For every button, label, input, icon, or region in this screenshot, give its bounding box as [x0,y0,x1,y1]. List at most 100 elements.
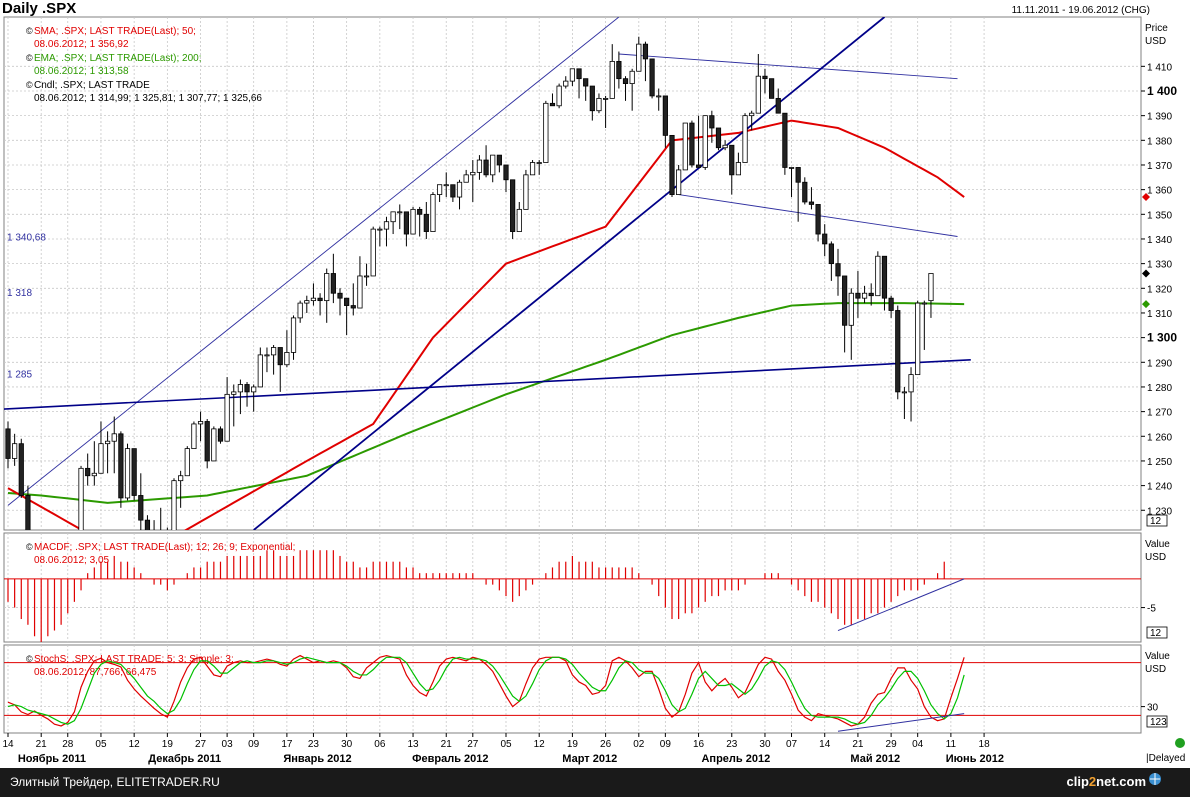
chart-svg[interactable]: 1 230 1 240 1 250 1 260 1 270 1 280 1 290 1 300… [0,0,1190,768]
x-tick-label: 30 [759,739,771,750]
footer-bar: Элитный Трейдер, ELITETRADER.RU clip2net… [0,768,1190,797]
candle-body [284,352,290,366]
legend-line: StochS; .SPX; LAST TRADE; 5; 3; Simple; … [34,654,234,665]
candle-body [549,102,556,107]
x-tick-label: 13 [407,739,419,750]
x-tick-label: 09 [248,739,260,750]
legend-marker-icon: © [26,654,33,664]
candle-body [25,495,31,530]
candle-body [529,162,536,176]
candle-body [171,480,177,530]
legend-value: 08.06.2012; 3,05 [34,555,110,566]
candle-body [888,297,894,311]
axis-badge-box [1146,626,1168,639]
candle-body [277,347,283,366]
candle-body [722,144,728,149]
candle-body [622,78,629,84]
candle-body [702,115,708,168]
candle-body [629,70,635,84]
y-tick-label: 1 380 [1147,136,1172,147]
candle-body [98,443,104,474]
y-tick-label: 1 240 [1147,482,1172,493]
candle-body [669,134,675,195]
candle-body [755,75,761,114]
candle-body [178,475,184,482]
last-value-marker [1142,300,1150,309]
candle-body [749,112,755,117]
x-tick-label: 23 [726,739,738,750]
candle-body [576,68,582,80]
x-tick-label: 14 [819,739,831,750]
ema200-line [7,302,965,504]
candle-body [855,292,861,299]
candle-body [802,181,808,203]
candle-body [543,102,549,163]
trend-line [7,17,620,506]
candle-body [463,174,469,183]
candle-body [383,221,390,230]
candle-body [875,255,881,297]
candle-body [410,208,416,235]
candle-body [12,443,18,459]
candle-body [842,275,848,326]
y-tick-label: 1 360 [1147,186,1172,197]
date-range: 11.11.2011 - 19.06.2012 (CHG) [1011,5,1150,16]
candle-body [775,97,781,114]
x-tick-label: 05 [95,739,107,750]
y-tick-label: -5 [1147,604,1156,615]
legend-line: SMA; .SPX; LAST TRADE(Last); 50; [34,26,196,37]
candle-body [915,302,921,376]
candle-body [377,228,383,231]
candle-body [662,95,668,136]
candle-body [835,263,841,277]
candle-body [436,184,443,195]
candle-body [363,275,370,278]
candle-body [895,310,901,393]
chart-title: Daily .SPX [2,0,77,17]
legend-value: 08.06.2012; 1 356,92 [34,39,129,50]
candle-body [616,60,622,80]
candle-body [78,467,84,530]
legend-line: MACDF; .SPX; LAST TRADE(Last); 12; 26; 9… [34,542,295,553]
candle-body [603,97,609,100]
candle-body [357,275,363,309]
candle-body [735,162,742,176]
footer-logo[interactable]: clip2net.com [1067,774,1146,789]
candle-body [596,97,602,112]
x-tick-label: 03 [222,739,234,750]
x-month-label: Май 2012 [850,753,900,765]
candle-body [908,374,914,393]
y-tick-label: 1 290 [1147,358,1172,369]
x-tick-label: 05 [500,739,512,750]
stoch-divergence-line [837,713,965,732]
candle-body [536,162,542,164]
y-axis-title: Price [1145,23,1168,34]
sma50-line [7,119,965,530]
x-tick-label: 23 [308,739,320,750]
legend-marker-icon: © [26,80,33,90]
candle-body [609,60,615,99]
y-tick-label: 1 270 [1147,408,1172,419]
candle-body [901,391,908,394]
candle-body [397,211,403,214]
candle-body [443,184,449,187]
logo-globe-icon [1149,773,1161,785]
candle-body [556,85,562,107]
legend-line: Cndl; .SPX; LAST TRADE [34,80,150,91]
candle-body [18,443,24,496]
candle-body [569,68,576,82]
axis-badge-label: 123 [1150,717,1167,728]
candle-body [450,184,456,198]
y-tick-label: 1 410 [1147,62,1172,73]
trend-line [4,359,971,410]
y-axis-title: Value [1145,651,1170,662]
y-tick-label: 1 320 [1147,284,1172,295]
y-axis-unit: USD [1145,36,1166,47]
candle-body [231,391,237,395]
legend-marker-icon: © [26,542,33,552]
x-month-label: Ноябрь 2011 [18,753,86,765]
candle-body [350,305,356,309]
candle-body [304,300,310,304]
candle-body [211,428,217,462]
